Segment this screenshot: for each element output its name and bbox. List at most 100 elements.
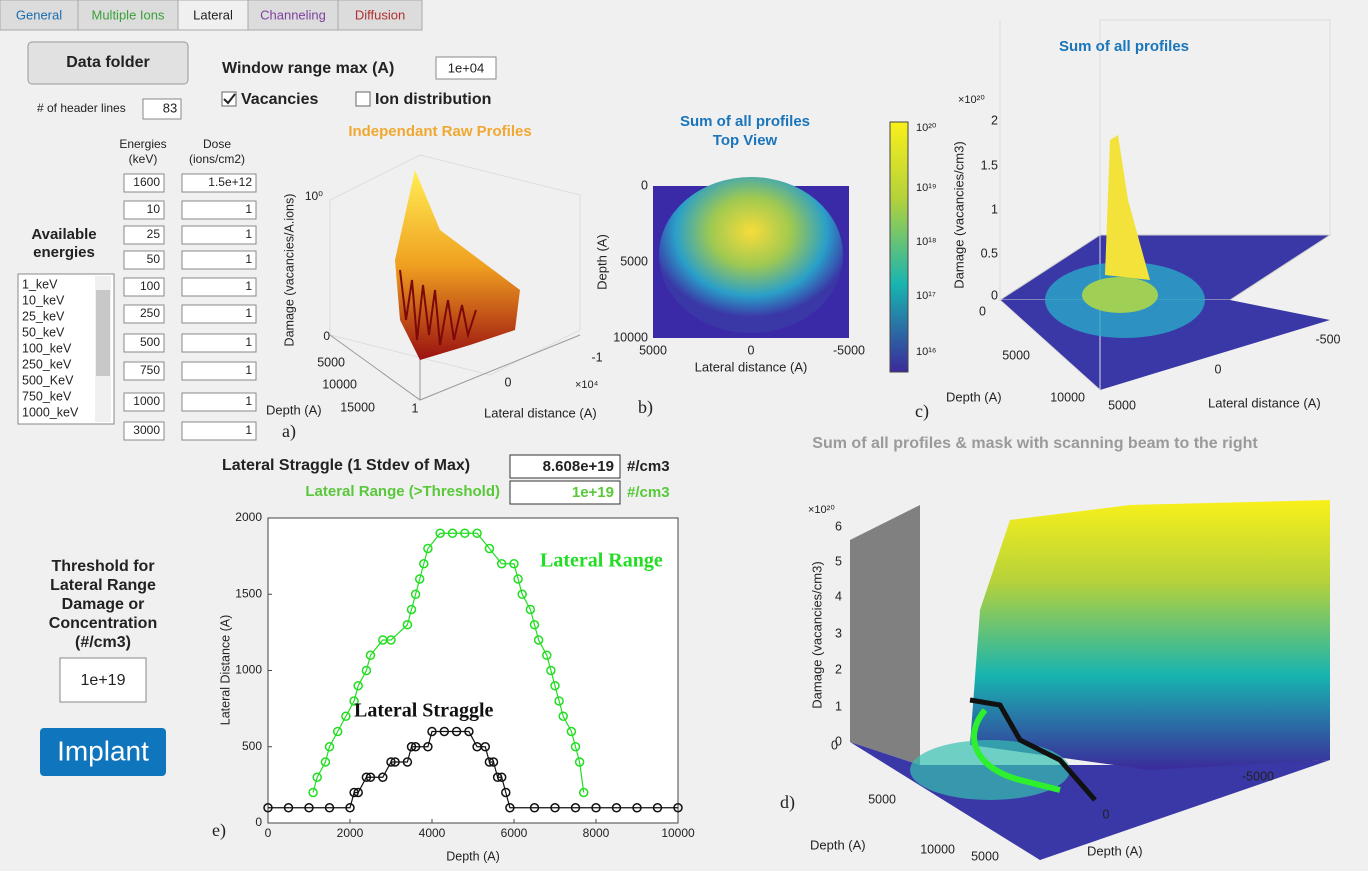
output-value: 8.608e+19 (543, 458, 614, 475)
tick-label: 10000 (322, 377, 357, 391)
dose-value: 1 (245, 423, 252, 437)
tab[interactable] (337, 0, 423, 31)
energy-input[interactable] (123, 304, 165, 324)
energy-value: 25 (147, 227, 161, 241)
plot-title: Top View (713, 132, 778, 149)
tick-label: 10000 (920, 842, 955, 856)
marker (378, 772, 388, 782)
energy-input[interactable] (123, 421, 165, 441)
panel-d-plot (850, 500, 1330, 860)
tab[interactable] (247, 0, 339, 31)
dose-input[interactable] (181, 304, 257, 324)
axis-label: Depth (A) (810, 837, 866, 852)
marker (496, 772, 507, 782)
dose-input[interactable] (181, 333, 257, 353)
panel-c-plot (998, 19, 1332, 392)
marker (345, 803, 355, 813)
energy-input[interactable] (123, 361, 165, 381)
marker (361, 665, 372, 676)
marker (365, 650, 376, 660)
panel-letter: b) (638, 397, 653, 418)
marker (332, 726, 343, 737)
marker (308, 787, 318, 798)
energy-input[interactable] (123, 250, 165, 270)
threshold-input[interactable] (59, 657, 147, 703)
dose-input[interactable] (181, 421, 257, 441)
tab-label: General (16, 7, 62, 22)
axis-label: Depth (A) (1087, 843, 1143, 858)
input[interactable] (435, 56, 497, 80)
marker (550, 803, 560, 813)
marker (304, 803, 314, 813)
marker (410, 589, 421, 599)
button-label: Data folder (66, 54, 150, 71)
energy-input[interactable] (123, 225, 165, 245)
tab[interactable] (77, 0, 179, 31)
dose-value: 1.5e+12 (208, 175, 252, 189)
dose-value: 1 (245, 363, 252, 377)
marker (480, 742, 491, 752)
dose-input[interactable] (181, 250, 257, 270)
energy-input[interactable] (123, 392, 165, 412)
tick-label: 1 (991, 202, 998, 216)
tick-label: 5000 (868, 792, 896, 806)
marker (513, 574, 523, 584)
tick-label: 5000 (1002, 348, 1030, 362)
dose-input[interactable] (181, 173, 257, 193)
tick-label: 6 (835, 519, 842, 533)
x-tick-label: 0 (265, 826, 272, 840)
marker (505, 803, 515, 813)
energy-input[interactable] (123, 333, 165, 353)
axis-label: Lateral distance (A) (1208, 395, 1321, 410)
tick-label: 5000 (971, 849, 999, 863)
dose-value: 1 (245, 252, 252, 266)
panel-letter: c) (915, 401, 929, 422)
input[interactable] (142, 98, 182, 120)
dose-input[interactable] (181, 361, 257, 381)
marker (566, 726, 577, 737)
marker (390, 757, 400, 767)
energy-value: 250 (140, 306, 160, 320)
energy-input[interactable] (123, 173, 165, 193)
tab[interactable] (0, 0, 79, 31)
implant-button[interactable] (40, 728, 166, 776)
marker (341, 711, 351, 721)
tick-label: 15000 (340, 400, 375, 414)
marker (652, 803, 663, 813)
tick-label: 0 (1215, 362, 1222, 376)
y-tick-label: 1500 (235, 586, 262, 600)
marker (484, 757, 495, 767)
plot-title: Sum of all profiles & mask with scanning… (812, 435, 1258, 452)
energy-input[interactable] (123, 200, 165, 220)
marker (324, 742, 335, 752)
list-item: 100_keV (22, 341, 72, 355)
checkbox[interactable] (221, 91, 237, 107)
y-axis-label: Lateral Distance (A) (218, 615, 232, 725)
list-item: 250_keV (22, 357, 72, 371)
tick-label: 0 (641, 178, 648, 192)
dose-input[interactable] (181, 392, 257, 412)
marker (533, 635, 544, 645)
dose-input[interactable] (181, 225, 257, 245)
x-axis-label: Depth (A) (446, 849, 500, 863)
marker (402, 757, 413, 767)
marker (353, 681, 363, 691)
colorbar-tick-label: 10¹⁹ (916, 182, 937, 194)
energy-value: 3000 (133, 423, 160, 437)
energy-value: 750 (140, 363, 160, 377)
column-header: Energies (119, 137, 166, 151)
column-header: (keV) (129, 152, 158, 166)
dose-input[interactable] (181, 200, 257, 220)
checkbox[interactable] (355, 91, 371, 107)
marker (484, 543, 495, 554)
dose-input[interactable] (181, 277, 257, 297)
energy-value: 10 (147, 202, 161, 216)
dose-value: 1 (245, 227, 252, 241)
data-folder-button[interactable] (27, 41, 189, 85)
list-item: 1_keV (22, 277, 58, 291)
energy-input[interactable] (123, 277, 165, 297)
scroll-thumb[interactable] (96, 290, 110, 376)
label: Concentration (49, 615, 157, 632)
marker (324, 803, 335, 813)
